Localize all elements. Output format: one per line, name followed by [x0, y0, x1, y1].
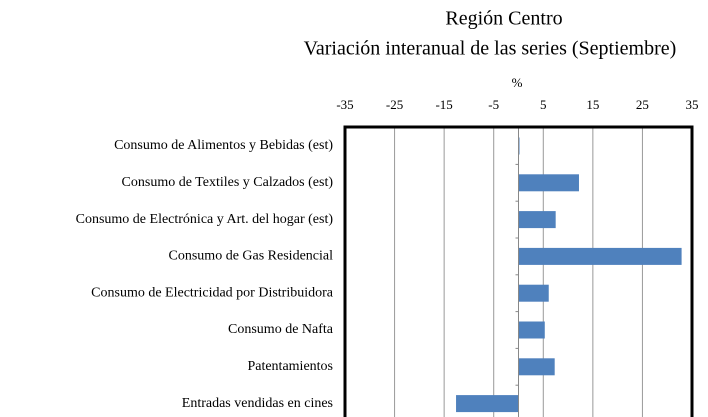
x-tick-label: 35 — [686, 97, 699, 112]
bar — [456, 395, 519, 413]
plot-frame — [343, 125, 694, 417]
y-tick-label: Consumo de Gas Residencial — [169, 249, 334, 264]
chart-subtitle: Variación interanual de las series (Sept… — [304, 38, 677, 60]
bar — [518, 284, 549, 302]
y-tick-label: Patentamientos — [247, 359, 333, 374]
x-tick-label: -25 — [386, 97, 403, 112]
y-tick-label: Consumo de Nafta — [228, 322, 334, 337]
bar — [518, 358, 555, 376]
y-tick-label: Consumo de Textiles y Calzados (est) — [122, 175, 334, 190]
bar — [518, 174, 579, 192]
bar — [518, 211, 556, 229]
bar — [518, 321, 545, 339]
x-tick-label: 15 — [586, 97, 599, 112]
y-tick-label: Consumo de Electrónica y Art. del hogar … — [76, 212, 334, 227]
bar — [518, 247, 682, 265]
x-tick-label: -15 — [435, 97, 452, 112]
x-tick-label: 25 — [636, 97, 649, 112]
y-tick-label: Consumo de Electricidad por Distribuidor… — [91, 285, 334, 300]
x-tick-label: 5 — [540, 97, 547, 112]
x-axis-label: % — [512, 75, 523, 90]
y-tick-label: Entradas vendidas en cines — [182, 396, 333, 411]
chart-title: Región Centro — [445, 8, 562, 30]
y-tick-label: Consumo de Alimentos y Bebidas (est) — [114, 138, 333, 153]
x-tick-label: -35 — [336, 97, 353, 112]
x-tick-label: -5 — [488, 97, 499, 112]
